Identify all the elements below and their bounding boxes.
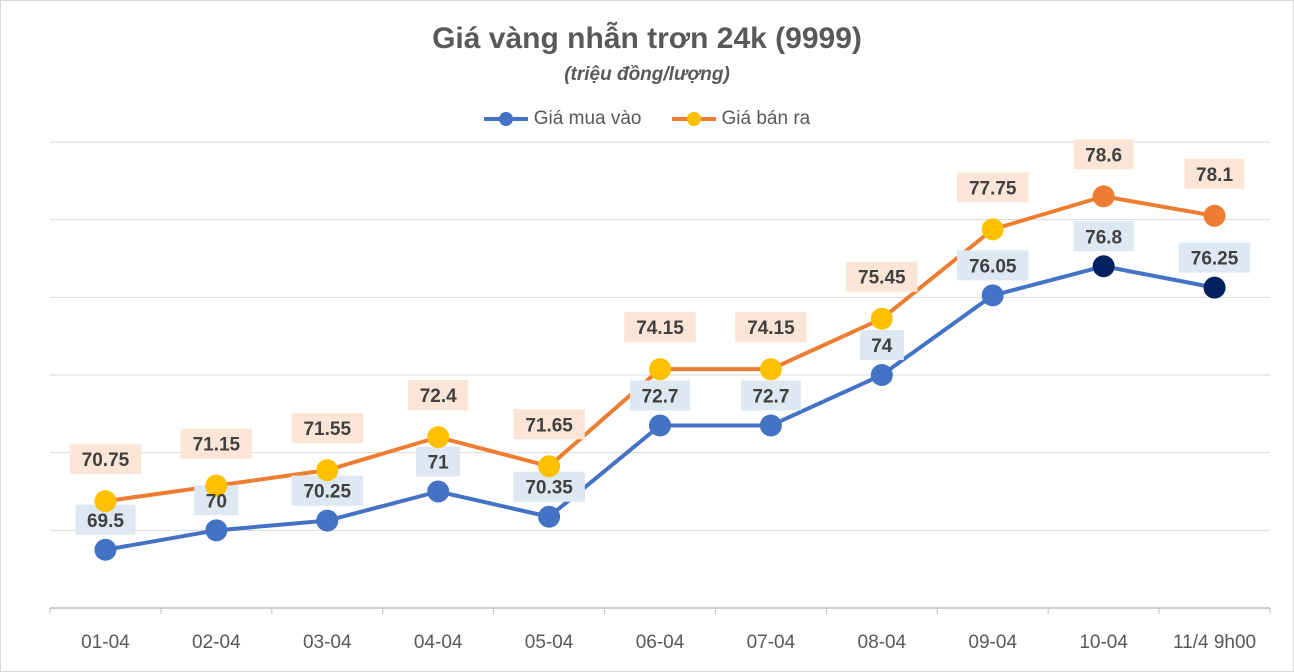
data-label: 71.55 bbox=[303, 419, 351, 440]
data-label-bg bbox=[624, 312, 696, 343]
legend: Giá mua vào Giá bán ra bbox=[0, 108, 1294, 130]
data-label-bg bbox=[291, 413, 364, 444]
chart-title: Giá vàng nhẫn trơn 24k (9999) bbox=[432, 22, 862, 55]
data-label-bg bbox=[859, 330, 904, 360]
legend-label-buy: Giá mua vào bbox=[533, 108, 642, 129]
x-tick-label: 10-04 bbox=[1079, 632, 1128, 653]
series-1-point bbox=[759, 358, 782, 381]
data-label: 72.7 bbox=[642, 386, 679, 407]
data-label: 71 bbox=[428, 453, 450, 474]
data-label-bg bbox=[846, 261, 918, 292]
x-tick-label: 05-04 bbox=[525, 632, 574, 653]
data-label: 70 bbox=[206, 491, 227, 512]
data-label-bg bbox=[180, 428, 253, 459]
x-tick-label: 08-04 bbox=[858, 632, 907, 653]
series-1-point bbox=[205, 474, 228, 497]
series-1-point bbox=[538, 455, 561, 478]
legend-item-buy: Giá mua vào bbox=[483, 108, 642, 130]
series-0-point bbox=[205, 519, 228, 542]
legend-item-sell: Giá bán ra bbox=[671, 108, 811, 130]
x-tick-label: 04-04 bbox=[414, 632, 463, 653]
series-0-point bbox=[427, 480, 450, 503]
data-label-bg bbox=[408, 380, 469, 411]
series-1-point bbox=[316, 459, 339, 482]
x-tick-label: 03-04 bbox=[303, 632, 352, 653]
series-0-point bbox=[1203, 276, 1226, 299]
series-0-point bbox=[649, 414, 671, 437]
data-label: 71.15 bbox=[193, 435, 241, 456]
legend-swatch-buy-icon bbox=[483, 112, 528, 126]
series-1-point bbox=[427, 426, 450, 449]
data-label: 74.15 bbox=[747, 318, 795, 339]
series-0-point bbox=[94, 538, 117, 561]
series-line-1 bbox=[105, 194, 1215, 504]
data-label: 70.25 bbox=[303, 482, 351, 503]
data-label: 78.6 bbox=[1085, 145, 1122, 166]
data-label: 77.75 bbox=[969, 178, 1017, 199]
data-label: 74 bbox=[871, 336, 893, 357]
series-1-point bbox=[981, 218, 1004, 241]
series-0-point bbox=[316, 509, 339, 532]
legend-label-sell: Giá bán ra bbox=[721, 108, 811, 129]
series-0-point bbox=[1092, 255, 1115, 278]
data-label-bg bbox=[513, 409, 585, 440]
series-1-point bbox=[649, 358, 671, 381]
data-label-bg bbox=[69, 444, 142, 475]
data-label: 75.45 bbox=[858, 268, 906, 289]
series-1-point bbox=[1203, 204, 1226, 227]
data-label: 72.7 bbox=[752, 386, 789, 407]
data-label-bg bbox=[956, 250, 1029, 281]
x-tick-label: 07-04 bbox=[747, 632, 796, 653]
x-tick-label: 11/4 9h00 bbox=[1173, 632, 1256, 653]
data-label-bg bbox=[956, 172, 1029, 203]
series-0-point bbox=[981, 284, 1004, 307]
series-0-point bbox=[870, 364, 893, 386]
data-label: 70.75 bbox=[82, 450, 130, 471]
data-label-bg bbox=[416, 446, 461, 477]
series-0-point bbox=[538, 505, 561, 528]
series-1-point bbox=[870, 307, 893, 330]
data-label-bg bbox=[735, 312, 807, 343]
data-label-bg bbox=[1184, 158, 1245, 189]
data-label: 69.5 bbox=[87, 511, 124, 532]
x-tick-label: 09-04 bbox=[968, 632, 1017, 653]
data-label-bg bbox=[1073, 221, 1134, 252]
chart-subtitle: (triệu đồng/lượng) bbox=[564, 64, 730, 85]
series-1-point bbox=[94, 490, 117, 513]
x-tick-label: 02-04 bbox=[192, 632, 241, 653]
x-tick-label: 06-04 bbox=[636, 632, 685, 653]
series-0-point bbox=[759, 414, 782, 437]
data-label-bg bbox=[630, 380, 690, 411]
data-label-bg bbox=[1073, 139, 1134, 170]
data-label: 76.8 bbox=[1085, 227, 1122, 248]
data-label: 76.25 bbox=[1191, 249, 1239, 270]
x-tick-label: 01-04 bbox=[81, 632, 130, 653]
data-label: 76.05 bbox=[969, 256, 1017, 277]
data-label: 71.65 bbox=[525, 415, 573, 436]
data-label-bg bbox=[1178, 242, 1251, 273]
data-label: 78.1 bbox=[1196, 165, 1233, 186]
data-label: 70.35 bbox=[525, 478, 573, 499]
data-label-bg bbox=[740, 380, 801, 411]
data-label: 74.15 bbox=[636, 318, 684, 339]
series-1-point bbox=[1092, 185, 1115, 208]
data-label: 72.4 bbox=[420, 386, 457, 407]
legend-swatch-sell-icon bbox=[671, 112, 716, 126]
